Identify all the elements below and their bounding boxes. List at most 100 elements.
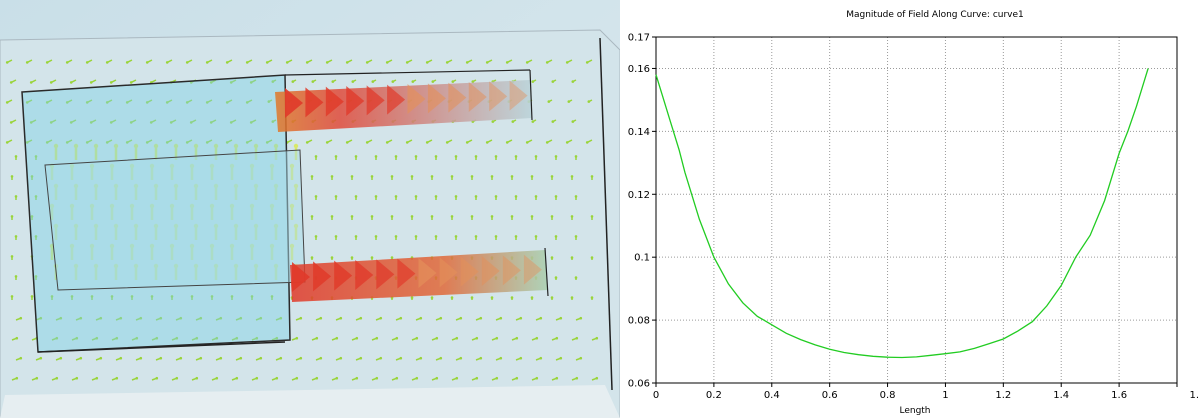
field-arrow-head [425, 141, 429, 144]
field-arrow-head [370, 215, 374, 218]
field-arrow-head [169, 121, 173, 124]
field-arrow-head [430, 175, 434, 178]
field-arrow-head [250, 295, 254, 298]
field-arrow-head [59, 356, 63, 360]
field-arrow-head [419, 316, 423, 320]
field-arrow-head [474, 195, 478, 198]
field-arrow-head [365, 141, 369, 144]
field-arrow-head [319, 356, 323, 360]
field-arrow-head [14, 195, 18, 198]
field-arrow-head [125, 101, 129, 104]
field-arrow-head [370, 175, 374, 178]
field-arrow-head [119, 356, 123, 360]
field-arrow-head [334, 235, 338, 238]
field-arrow-head [299, 316, 303, 320]
field-arrow-head [374, 155, 378, 158]
field-arrow-head [474, 155, 478, 158]
field-arrow-head [105, 101, 109, 104]
field-arrow-head [165, 141, 169, 144]
field-arrow-head [531, 80, 535, 83]
field-arrow-head [315, 336, 319, 340]
field-arrow-head [559, 356, 563, 360]
field-arrow-head [470, 175, 474, 178]
field-arrow-head [354, 195, 358, 198]
field-arrow-head [551, 120, 555, 123]
field-arrow-head [85, 61, 89, 64]
field-arrow-head [293, 143, 299, 149]
field-arrow-head [470, 215, 474, 218]
field-arrow-head [595, 336, 599, 340]
field-arrow-head [209, 81, 213, 84]
field-arrow-head [55, 336, 59, 340]
field-arrow-head [265, 141, 269, 144]
field-arrow-head [410, 296, 414, 299]
field-arrow-head [193, 143, 199, 149]
field-arrow-head [525, 141, 529, 144]
field-arrow-head [235, 376, 239, 380]
field-arrow-head [579, 316, 583, 320]
field-arrow-head [535, 336, 539, 340]
field-arrow-head [53, 143, 59, 149]
field-arrow-head [29, 81, 33, 84]
field-arrow-head [570, 296, 574, 299]
field-arrow-head [29, 121, 33, 124]
field-arrow-head [315, 376, 319, 380]
field-arrow-head [399, 356, 403, 360]
field-arrow-head [334, 155, 338, 158]
field-arrow-head [570, 256, 574, 259]
field-arrow-head [355, 336, 359, 340]
field-arrow-head [499, 316, 503, 320]
field-arrow-head [554, 195, 558, 198]
field-arrow-head [574, 276, 578, 279]
tube-field-cone [397, 258, 416, 289]
field-arrow-head [455, 376, 459, 380]
field-arrow-head [45, 101, 49, 104]
field-arrow-head [539, 356, 543, 360]
field-arrow-head [490, 215, 494, 218]
y-axis: 0.06 0.08 0.1 0.12 0.14 0.16 0.17 [628, 33, 656, 390]
field-arrow-head [554, 155, 558, 158]
field-arrow-head [75, 336, 79, 340]
field-arrow-head [534, 235, 538, 238]
field-arrow-head [515, 336, 519, 340]
field-arrow-head [371, 80, 375, 83]
field-arrow-head [439, 316, 443, 320]
tube-field-cone [523, 254, 542, 285]
field-arrow-head [39, 316, 43, 320]
field-arrow-head [10, 215, 14, 218]
field-arrow-head [50, 295, 54, 298]
field-arrow-head [505, 141, 509, 144]
field-arrow-head [590, 215, 594, 218]
field-arrow-head [265, 61, 269, 64]
field-arrow-head [255, 376, 259, 380]
y-tick-label: 0.08 [628, 316, 650, 327]
field-arrow-head [505, 61, 509, 64]
tube-field-cone [489, 81, 508, 112]
field-arrow-head [575, 336, 579, 340]
field-arrow-head [375, 336, 379, 340]
field-arrow-head [314, 155, 318, 158]
field-arrow-head [185, 141, 189, 144]
tube-field-cone [285, 88, 303, 118]
field-arrow-head [350, 175, 354, 178]
field-arrow-head [550, 256, 554, 259]
field-arrow-head [95, 376, 99, 380]
field-arrow-head [419, 356, 423, 360]
field-arrow-head [9, 121, 13, 124]
field-arrow-head [345, 141, 349, 144]
field-arrow-head [405, 61, 409, 64]
tube-field-cone [460, 256, 479, 287]
field-arrow-head [295, 336, 299, 340]
field-arrow-head [89, 81, 93, 84]
tube-field-cone [427, 83, 446, 114]
field-arrow-head [330, 256, 334, 259]
field-arrow-head [394, 155, 398, 158]
field-arrow-head [359, 316, 363, 320]
x-tick-label: 0.6 [822, 390, 838, 401]
field-arrow-head [73, 143, 79, 149]
field-arrow-head [399, 316, 403, 320]
field-arrow-head [375, 376, 379, 380]
field-arrow-head [545, 141, 549, 144]
field-arrow-head [14, 275, 18, 278]
field-arrow-head [14, 235, 18, 238]
